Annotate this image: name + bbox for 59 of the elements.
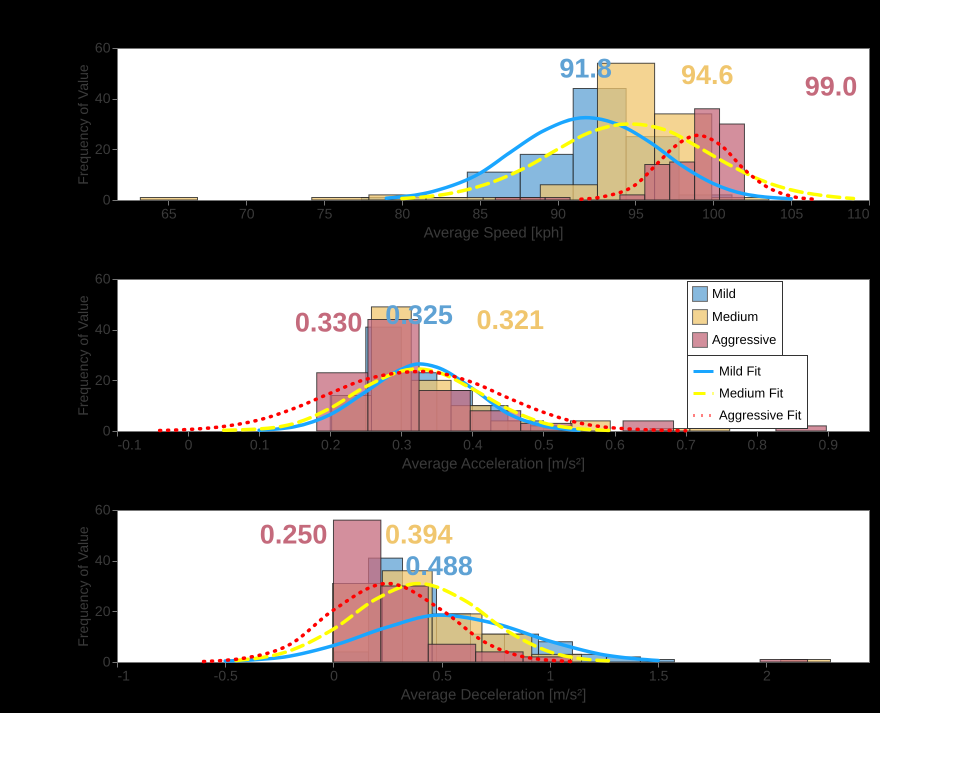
x-tick-label: 0.3 xyxy=(392,436,412,452)
x-tick-label: 85 xyxy=(472,206,488,222)
x-tick-label: 0 xyxy=(330,668,338,684)
y-tick-label: 20 xyxy=(94,602,111,619)
x-tick-label: -1 xyxy=(118,668,130,684)
x-tick-label: 0.5 xyxy=(432,668,452,684)
annotation: 94.6 xyxy=(680,60,734,90)
legend-label: Aggressive Fit xyxy=(719,408,802,422)
x-axis-title: Average Speed [kph] xyxy=(424,224,564,242)
x-tick-label: 65 xyxy=(161,206,177,222)
x-tick-label: 105 xyxy=(780,206,804,222)
x-tick-label: 2 xyxy=(762,668,771,684)
legend-label: Aggressive xyxy=(712,332,776,347)
annotation: 0.488 xyxy=(405,551,473,582)
x-tick-label: 80 xyxy=(394,206,410,222)
legend-label: Mild Fit xyxy=(719,364,762,378)
x-tick-label: 0.2 xyxy=(321,436,341,452)
x-tick-label: -0.1 xyxy=(118,436,142,452)
x-tick-label: 90 xyxy=(550,206,566,222)
annotation: 0.250 xyxy=(260,519,328,550)
x-tick-label: 75 xyxy=(316,206,333,222)
x-tick-label: 0.7 xyxy=(676,436,696,452)
x-tick-label: 95 xyxy=(628,206,644,222)
y-tick-label: 0 xyxy=(102,654,111,670)
y-tick-label: 40 xyxy=(94,321,111,338)
y-axis-title: Frequency of Value xyxy=(74,526,91,647)
y-tick-label: 60 xyxy=(94,502,111,518)
y-tick-label: 20 xyxy=(94,372,111,388)
x-tick-label: 110 xyxy=(847,206,870,222)
y-axis-title: Frequency of Value xyxy=(74,64,91,185)
y-tick-label: 60 xyxy=(94,270,111,286)
x-tick-label: 70 xyxy=(238,206,255,222)
x-tick-label: 1 xyxy=(546,668,555,684)
legend-label: Medium Fit xyxy=(719,386,784,400)
annotation: 0.330 xyxy=(294,307,362,338)
x-tick-label: -0.5 xyxy=(214,668,238,684)
y-tick-label: 20 xyxy=(94,140,111,157)
y-tick-label: 60 xyxy=(94,40,111,56)
y-tick-label: 40 xyxy=(94,552,111,568)
y-tick-label: 0 xyxy=(102,192,111,208)
annotation: 0.394 xyxy=(384,519,453,550)
annotation: 0.321 xyxy=(476,304,544,335)
x-tick-label: 100 xyxy=(702,206,726,222)
x-axis-title: Average Deceleration [m/s²] xyxy=(400,686,586,704)
x-tick-label: 1.5 xyxy=(648,668,669,684)
x-tick-label: 0.1 xyxy=(250,436,270,452)
x-tick-label: 0.8 xyxy=(747,436,768,452)
x-axis-title: Average Acceleration [m/s²] xyxy=(402,456,586,472)
legend-label: Medium xyxy=(712,309,758,324)
legend-label: Mild xyxy=(712,286,736,301)
y-axis-title: Frequency of Value xyxy=(74,295,91,416)
x-tick-label: 0.6 xyxy=(605,436,625,452)
x-tick-label: 0 xyxy=(184,436,193,452)
y-tick-label: 0 xyxy=(102,422,111,438)
y-tick-label: 40 xyxy=(94,90,111,106)
annotation: 99.0 xyxy=(804,71,858,102)
x-tick-label: 0.5 xyxy=(534,436,554,452)
x-tick-label: 0.9 xyxy=(818,436,838,452)
x-tick-label: 0.4 xyxy=(463,436,483,452)
